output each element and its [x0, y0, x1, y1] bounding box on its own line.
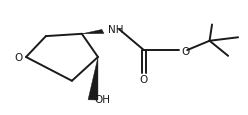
- Text: OH: OH: [94, 95, 110, 104]
- Polygon shape: [82, 30, 104, 34]
- Text: NH: NH: [108, 25, 123, 35]
- Text: O: O: [140, 75, 148, 85]
- Text: O: O: [15, 53, 23, 62]
- Text: O: O: [181, 46, 189, 56]
- Polygon shape: [88, 58, 98, 100]
